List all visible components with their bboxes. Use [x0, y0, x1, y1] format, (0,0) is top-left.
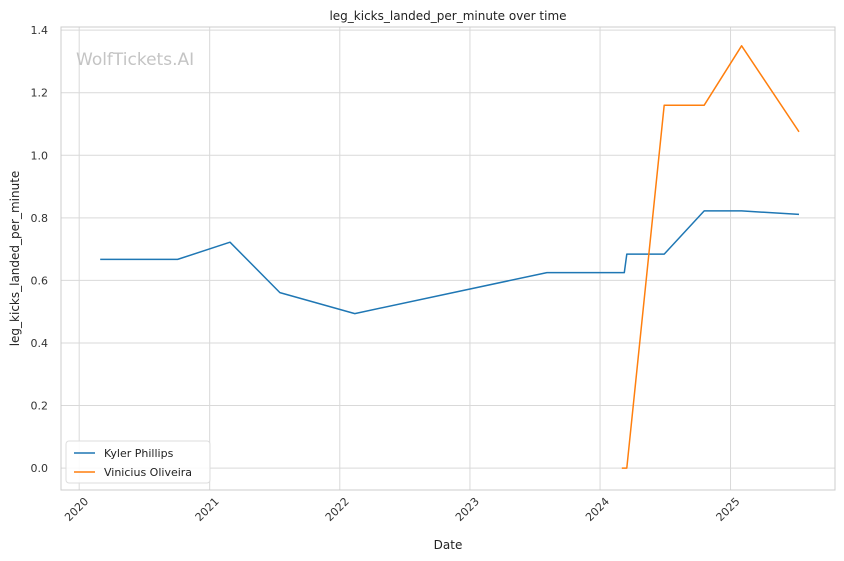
legend-label: Kyler Phillips — [104, 447, 174, 460]
y-tick-label: 0.2 — [31, 400, 49, 413]
y-tick-labels: 0.0 0.2 0.4 0.6 0.8 1.0 1.2 1.4 — [31, 24, 49, 475]
watermark-text: WolfTickets.AI — [76, 50, 194, 70]
series-line — [621, 45, 800, 469]
y-gridlines — [61, 29, 835, 469]
x-gridlines — [78, 27, 732, 490]
y-axis-label: leg_kicks_landed_per_minute — [8, 171, 22, 347]
series-line — [100, 210, 800, 315]
y-tick-label: 1.4 — [31, 24, 49, 37]
series-lines — [100, 45, 800, 469]
chart-title: leg_kicks_landed_per_minute over time — [329, 9, 566, 23]
legend-label: Vinicius Oliveira — [104, 466, 192, 479]
plot-area-frame — [60, 26, 836, 491]
legend: Kyler Phillips Vinicius Oliveira — [65, 440, 211, 484]
x-axis-label: Date — [434, 538, 463, 552]
legend-box — [65, 440, 211, 484]
y-tick-label: 0.4 — [31, 337, 49, 350]
y-tick-label: 1.0 — [31, 149, 49, 162]
y-tick-label: 0.0 — [31, 462, 49, 475]
y-tick-label: 1.2 — [31, 87, 49, 100]
y-tick-label: 0.8 — [31, 212, 49, 225]
y-tick-label: 0.6 — [31, 274, 49, 287]
